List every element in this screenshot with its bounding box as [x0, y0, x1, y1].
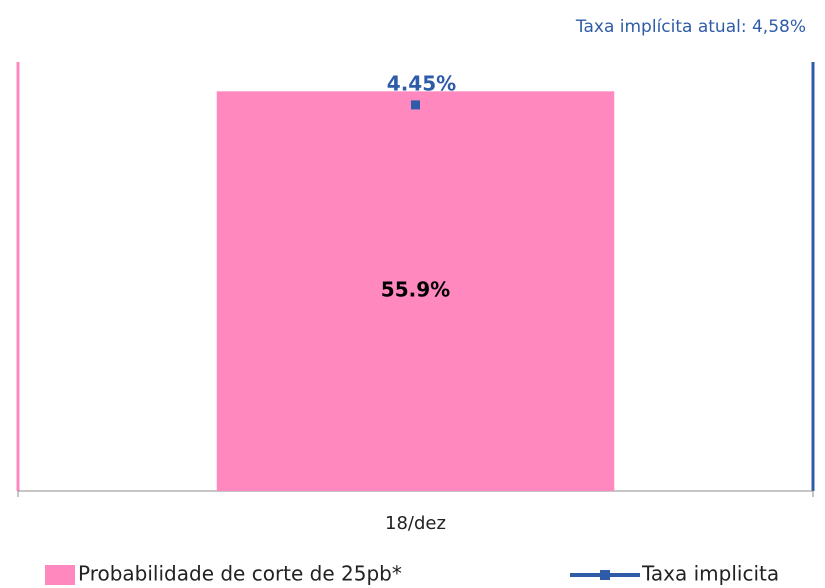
legend-label: Taxa implicita — [641, 562, 779, 586]
x-tick-label: 18/dez — [385, 513, 446, 534]
legend-label: Probabilidade de corte de 25pb* — [78, 562, 402, 586]
bar — [216, 91, 615, 491]
line-marker — [411, 100, 420, 110]
annotation: Taxa implícita atual: 4,58% — [575, 17, 806, 37]
bar-value-label: 55.9% — [381, 278, 450, 302]
legend-swatch — [45, 565, 75, 585]
line-value-label: 4.45% — [387, 71, 456, 95]
legend-marker — [600, 570, 610, 580]
